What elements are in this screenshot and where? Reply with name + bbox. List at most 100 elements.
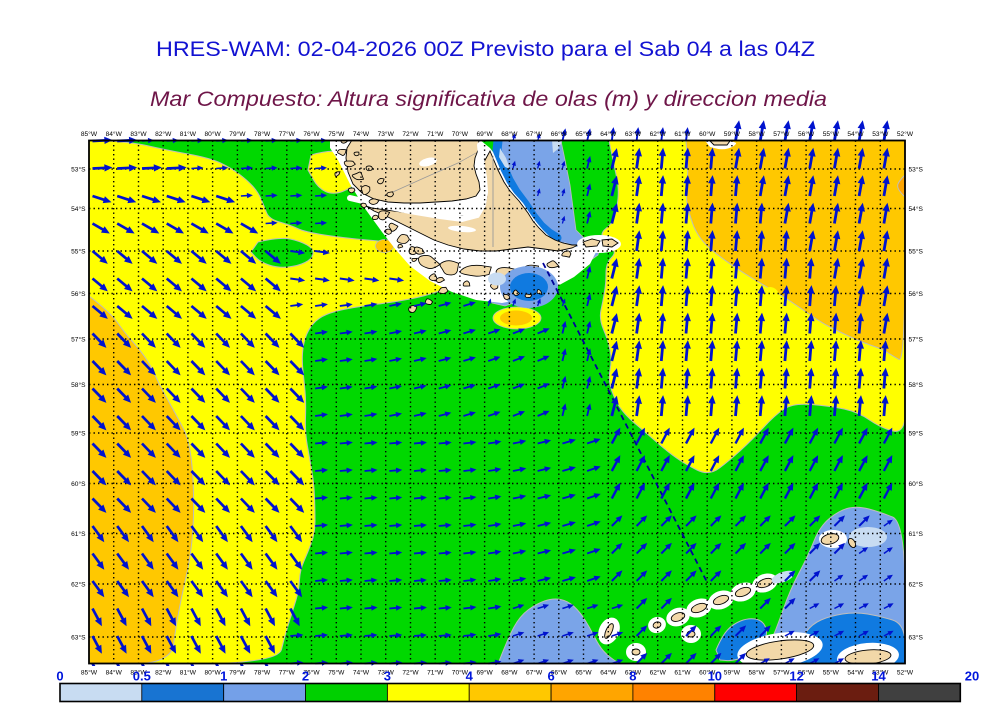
svg-text:54°S: 54°S xyxy=(909,205,924,213)
svg-text:59°W: 59°W xyxy=(724,669,741,677)
svg-text:75°W: 75°W xyxy=(328,669,345,677)
svg-text:57°W: 57°W xyxy=(773,669,790,677)
svg-text:78°W: 78°W xyxy=(254,669,271,677)
svg-text:3: 3 xyxy=(384,669,391,684)
svg-text:53°S: 53°S xyxy=(909,165,924,173)
svg-text:74°W: 74°W xyxy=(353,130,370,138)
svg-text:83°W: 83°W xyxy=(130,130,147,138)
svg-text:58°W: 58°W xyxy=(748,669,765,677)
svg-text:72°W: 72°W xyxy=(402,130,419,138)
svg-text:14: 14 xyxy=(871,669,886,684)
svg-text:20: 20 xyxy=(965,669,979,684)
svg-text:61°W: 61°W xyxy=(674,669,691,677)
svg-text:85°W: 85°W xyxy=(81,130,98,138)
svg-text:53°W: 53°W xyxy=(872,669,889,677)
svg-text:82°W: 82°W xyxy=(155,130,172,138)
svg-text:78°W: 78°W xyxy=(254,130,271,138)
svg-text:77°W: 77°W xyxy=(279,130,296,138)
svg-text:59°S: 59°S xyxy=(71,429,86,437)
svg-text:58°W: 58°W xyxy=(748,130,765,138)
svg-text:72°W: 72°W xyxy=(402,669,419,677)
svg-text:64°W: 64°W xyxy=(600,669,617,677)
svg-text:6: 6 xyxy=(547,669,554,684)
svg-text:66°W: 66°W xyxy=(551,669,568,677)
svg-text:54°S: 54°S xyxy=(71,205,86,213)
svg-text:1: 1 xyxy=(220,669,227,684)
svg-text:53°S: 53°S xyxy=(71,165,86,173)
svg-text:70°W: 70°W xyxy=(452,130,469,138)
svg-text:57°S: 57°S xyxy=(71,335,86,343)
svg-text:63°W: 63°W xyxy=(625,130,642,138)
svg-text:84°W: 84°W xyxy=(106,130,123,138)
svg-text:56°S: 56°S xyxy=(71,290,86,298)
svg-text:4: 4 xyxy=(466,669,474,684)
svg-text:75°W: 75°W xyxy=(328,130,345,138)
svg-text:68°W: 68°W xyxy=(501,130,518,138)
svg-text:83°W: 83°W xyxy=(130,669,147,677)
svg-text:62°S: 62°S xyxy=(71,580,86,588)
svg-text:63°S: 63°S xyxy=(71,633,86,641)
svg-text:84°W: 84°W xyxy=(106,669,123,677)
svg-text:55°S: 55°S xyxy=(71,247,86,255)
svg-text:64°W: 64°W xyxy=(600,130,617,138)
svg-text:76°W: 76°W xyxy=(303,669,320,677)
svg-text:65°W: 65°W xyxy=(575,669,592,677)
svg-text:55°W: 55°W xyxy=(823,669,840,677)
svg-text:68°W: 68°W xyxy=(501,669,518,677)
svg-text:59°S: 59°S xyxy=(909,429,924,437)
svg-text:52°W: 52°W xyxy=(897,130,914,138)
svg-text:57°S: 57°S xyxy=(909,335,924,343)
svg-text:79°W: 79°W xyxy=(229,669,246,677)
svg-text:54°W: 54°W xyxy=(847,669,864,677)
svg-text:56°S: 56°S xyxy=(909,290,924,298)
svg-text:71°W: 71°W xyxy=(427,130,444,138)
svg-text:0.5: 0.5 xyxy=(133,669,151,684)
svg-text:85°W: 85°W xyxy=(81,669,98,677)
svg-text:54°W: 54°W xyxy=(847,130,864,138)
svg-text:82°W: 82°W xyxy=(155,669,172,677)
svg-text:76°W: 76°W xyxy=(303,130,320,138)
svg-text:66°W: 66°W xyxy=(551,130,568,138)
svg-text:79°W: 79°W xyxy=(229,130,246,138)
svg-text:59°W: 59°W xyxy=(724,130,741,138)
svg-text:HRES-WAM: 02-04-2026 00Z Previ: HRES-WAM: 02-04-2026 00Z Previsto para e… xyxy=(156,37,815,61)
svg-text:0: 0 xyxy=(56,669,63,684)
svg-text:73°W: 73°W xyxy=(378,669,395,677)
svg-text:77°W: 77°W xyxy=(279,669,296,677)
svg-text:12: 12 xyxy=(789,669,803,684)
svg-text:2: 2 xyxy=(302,669,309,684)
svg-text:62°W: 62°W xyxy=(650,130,667,138)
svg-text:56°W: 56°W xyxy=(798,669,815,677)
svg-text:81°W: 81°W xyxy=(180,130,197,138)
svg-text:81°W: 81°W xyxy=(180,669,197,677)
svg-text:55°S: 55°S xyxy=(909,247,924,255)
svg-text:62°S: 62°S xyxy=(909,580,924,588)
svg-text:63°S: 63°S xyxy=(909,633,924,641)
svg-text:63°W: 63°W xyxy=(625,669,642,677)
svg-text:Mar Compuesto: Altura signific: Mar Compuesto: Altura significativa de o… xyxy=(150,88,827,111)
svg-text:60°S: 60°S xyxy=(71,480,86,488)
svg-text:53°W: 53°W xyxy=(872,130,889,138)
svg-text:8: 8 xyxy=(629,669,636,684)
svg-text:69°W: 69°W xyxy=(476,130,493,138)
svg-text:69°W: 69°W xyxy=(476,669,493,677)
svg-text:61°S: 61°S xyxy=(71,530,86,538)
svg-text:60°W: 60°W xyxy=(699,130,716,138)
svg-text:67°W: 67°W xyxy=(526,669,543,677)
svg-text:57°W: 57°W xyxy=(773,130,790,138)
svg-text:67°W: 67°W xyxy=(526,130,543,138)
svg-text:55°W: 55°W xyxy=(823,130,840,138)
svg-text:80°W: 80°W xyxy=(204,130,221,138)
svg-text:60°W: 60°W xyxy=(699,669,716,677)
svg-text:70°W: 70°W xyxy=(452,669,469,677)
svg-text:60°S: 60°S xyxy=(909,480,924,488)
svg-text:58°S: 58°S xyxy=(909,381,924,389)
svg-text:71°W: 71°W xyxy=(427,669,444,677)
svg-text:65°W: 65°W xyxy=(575,130,592,138)
svg-text:10: 10 xyxy=(708,669,722,684)
svg-text:73°W: 73°W xyxy=(378,130,395,138)
svg-text:52°W: 52°W xyxy=(897,669,914,677)
svg-text:80°W: 80°W xyxy=(204,669,221,677)
svg-text:62°W: 62°W xyxy=(650,669,667,677)
svg-text:74°W: 74°W xyxy=(353,669,370,677)
